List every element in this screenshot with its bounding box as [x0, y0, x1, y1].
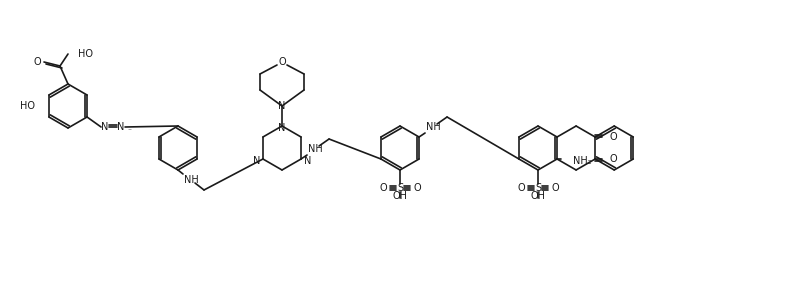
Text: O: O	[551, 183, 559, 193]
Text: NH: NH	[307, 144, 322, 154]
Text: NH: NH	[184, 175, 198, 185]
Text: O: O	[517, 183, 525, 193]
Text: ⁻: ⁻	[127, 126, 131, 136]
Text: HO: HO	[78, 49, 93, 59]
Text: S: S	[535, 183, 541, 193]
Text: O: O	[609, 154, 617, 164]
Text: N: N	[278, 123, 285, 133]
Text: N: N	[252, 156, 260, 166]
Text: O: O	[278, 57, 286, 67]
Text: N: N	[278, 101, 285, 111]
Text: O: O	[609, 132, 617, 142]
Text: O: O	[33, 57, 41, 67]
Text: O: O	[413, 183, 421, 193]
Text: NH: NH	[426, 122, 440, 132]
Text: OH: OH	[531, 191, 545, 201]
Text: N: N	[304, 156, 311, 166]
Text: HO: HO	[20, 101, 35, 111]
Text: N: N	[101, 122, 108, 132]
Text: OH: OH	[392, 191, 407, 201]
Text: NH₂: NH₂	[573, 156, 592, 166]
Text: O: O	[380, 183, 387, 193]
Text: N: N	[117, 122, 125, 132]
Text: S: S	[397, 183, 403, 193]
